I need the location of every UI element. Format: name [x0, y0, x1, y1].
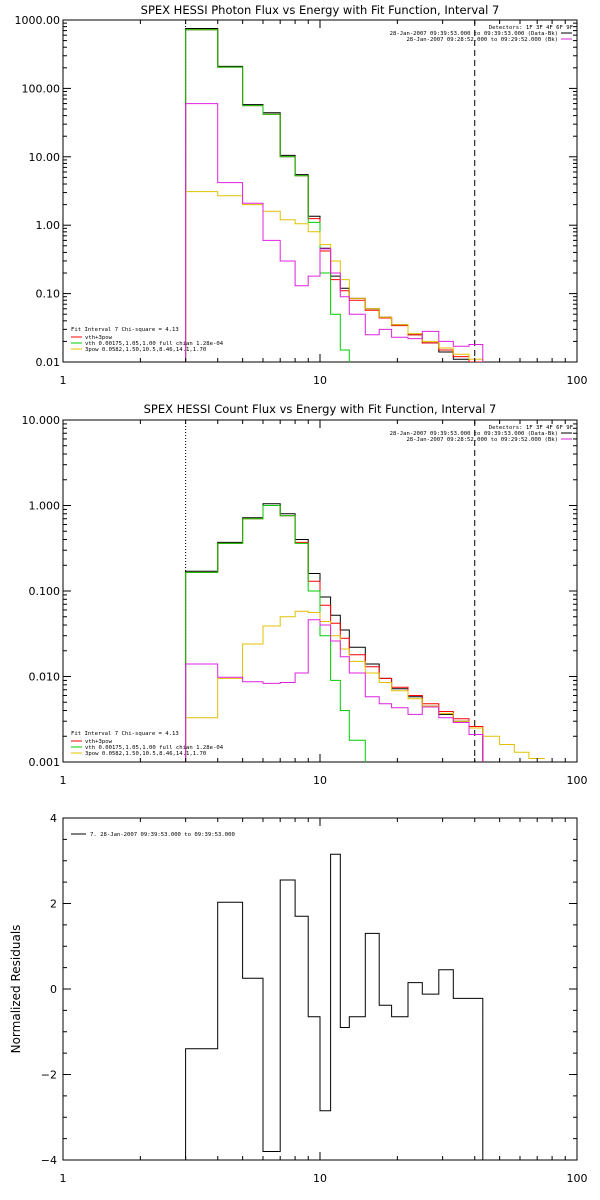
series-vth-line	[185, 505, 366, 762]
series-data-line	[185, 503, 484, 762]
fit-vth-label: vth 0.00175,1.05,1.00 full chian 1.28e-0…	[85, 341, 224, 347]
y-tick-label: 0.010	[29, 671, 61, 684]
y-tick-label: 1.00	[36, 219, 61, 232]
data-interval-label: 28-Jan-2007 09:39:53.000 to 09:39:53.000…	[390, 431, 558, 437]
count-flux-marks	[185, 420, 545, 762]
y-tick-label: 1000.00	[15, 14, 61, 27]
residuals-marks	[185, 853, 484, 1160]
y-tick-label: 10.000	[22, 414, 61, 427]
y-tick-label: 0.01	[36, 356, 61, 369]
count-flux-title: SPEX HESSI Count Flux vs Energy with Fit…	[144, 402, 497, 416]
x-tick-label: 1	[60, 774, 67, 787]
x-tick-label: 10	[313, 1172, 327, 1185]
photon-flux-frame	[62, 19, 578, 363]
detectors-label: Detectors: 1F 3F 4F 6F 9F	[489, 425, 574, 431]
series-total-line	[185, 505, 484, 762]
x-tick-label: 1	[60, 1172, 67, 1185]
series-bk-line	[185, 619, 484, 762]
detectors-label: Detectors: 1F 3F 4F 6F 9F	[489, 25, 574, 31]
y-tick-label: −2	[41, 1069, 57, 1082]
background-interval-label: 28-Jan-2007 09:28:52.000 to 09:29:52.000…	[406, 437, 558, 443]
series-3pow-line	[185, 191, 484, 362]
photon-flux-panel: SPEX HESSI Photon Flux vs Energy with Fi…	[15, 3, 588, 387]
y-tick-label: 10.00	[29, 151, 61, 164]
y-tick-label: 0.001	[29, 756, 61, 769]
series-residuals-line	[185, 853, 484, 1160]
residuals-panel: 1 10 100 4 2 0 −2 −4 Normalized Residuals 7. 28…	[9, 812, 588, 1185]
x-tick-label: 10	[313, 774, 327, 787]
y-tick-label: 1.000	[29, 500, 61, 513]
y-tick-label: 4	[50, 812, 57, 825]
series-vth-line	[185, 29, 350, 362]
y-tick-label: −4	[41, 1154, 57, 1167]
fit-interval-label: Fit Interval 7 Chi-square = 4.13	[71, 731, 179, 737]
count-flux-panel: SPEX HESSI Count Flux vs Energy with Fit…	[22, 402, 588, 787]
fit-model-label: vth+3pow	[85, 739, 113, 745]
x-tick-label: 100	[567, 374, 588, 387]
series-bk-line	[185, 103, 484, 362]
fit-3pow-label: 3pow 0.0582,1.50,10.5,8.46,14.1,1.70	[85, 751, 206, 757]
y-tick-label: 0	[50, 983, 57, 996]
x-tick-label: 100	[567, 1172, 588, 1185]
count-flux-ticks: 1 10 100 0.001 0.010 0.100 1.000 10.000	[22, 414, 588, 787]
fit-interval-label: Fit Interval 7 Chi-square = 4.13	[71, 327, 179, 333]
data-interval-label: 28-Jan-2007 09:39:53.000 to 09:39:53.000…	[390, 31, 558, 37]
x-tick-label: 100	[567, 774, 588, 787]
x-tick-label: 1	[60, 374, 67, 387]
fit-3pow-label: 3pow 0.0582,1.50,10.5,8.46,14.1,1.70	[85, 347, 206, 353]
residuals-legend: 7. 28-Jan-2007 09:39:53.000 to 09:39:53.…	[90, 832, 235, 838]
fit-model-label: vth+3pow	[85, 335, 113, 341]
background-interval-label: 28-Jan-2007 09:28:52.000 to 09:29:52.000…	[406, 37, 558, 43]
y-tick-label: 2	[50, 898, 57, 911]
y-tick-label: 100.00	[22, 82, 61, 95]
y-tick-label: 0.10	[36, 288, 61, 301]
x-tick-label: 10	[313, 374, 327, 387]
residuals-ticks: 1 10 100 4 2 0 −2 −4	[41, 812, 588, 1185]
photon-flux-marks	[185, 20, 484, 362]
residuals-ylabel: Normalized Residuals	[9, 925, 23, 1054]
y-tick-label: 0.100	[29, 585, 61, 598]
photon-flux-title: SPEX HESSI Photon Flux vs Energy with Fi…	[141, 3, 500, 17]
photon-flux-ticks: 1 10 100 0.01 0.10 1.00 10.00 100.00 1000.00	[15, 14, 588, 387]
fit-vth-label: vth 0.00175,1.05,1.00 full chian 1.28e-0…	[85, 745, 224, 751]
